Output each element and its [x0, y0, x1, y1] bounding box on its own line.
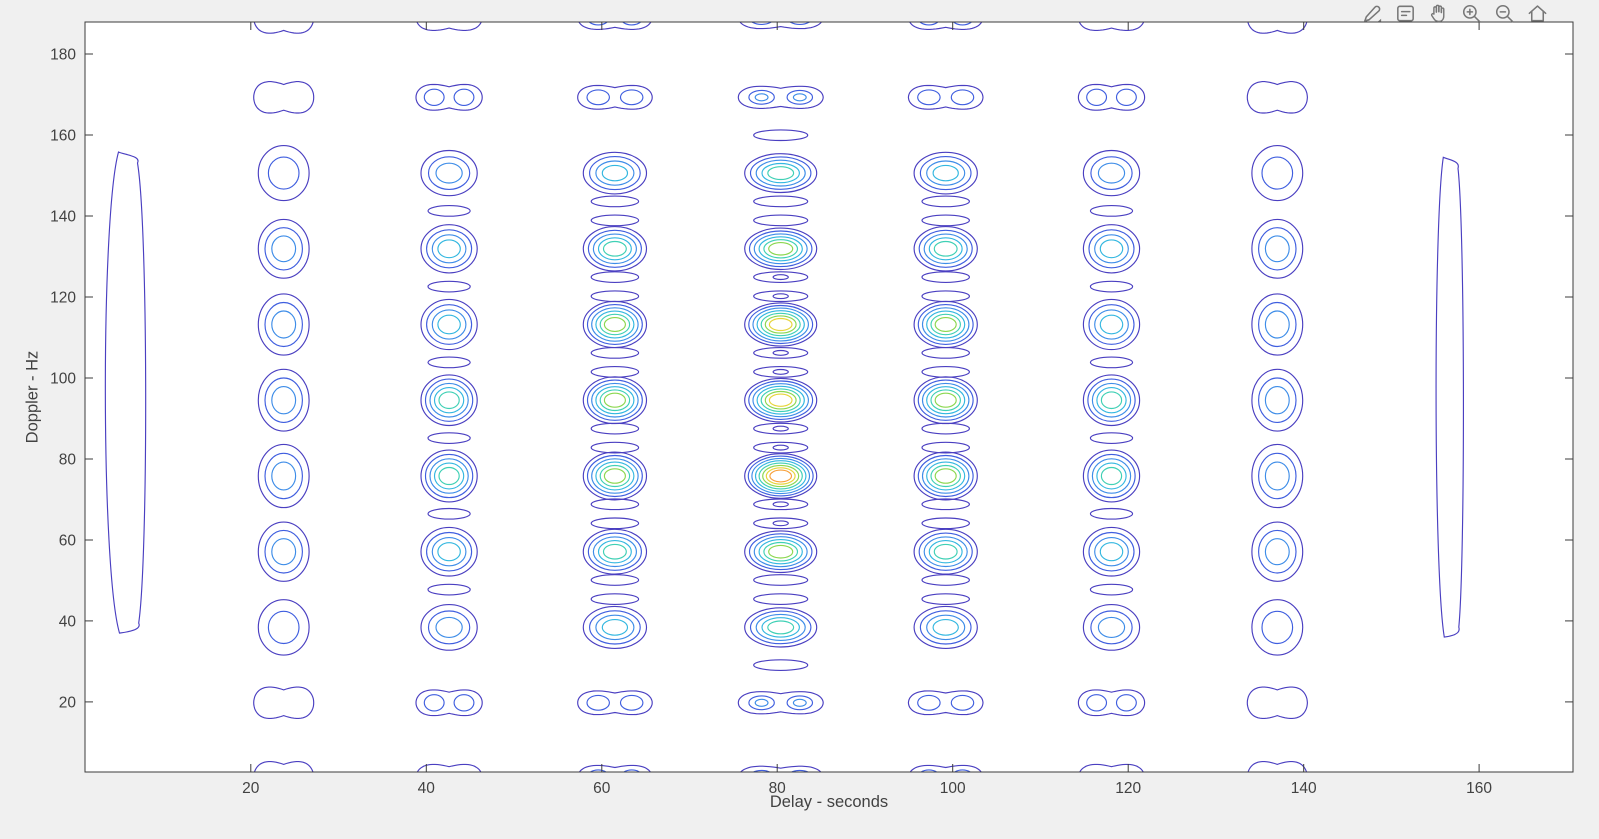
x-tick-label: 160	[1466, 780, 1492, 797]
plot-background	[85, 22, 1573, 772]
datatips-icon[interactable]	[1393, 1, 1417, 25]
zoom-out-icon[interactable]	[1492, 1, 1516, 25]
zoom-in-icon[interactable]	[1459, 1, 1483, 25]
y-tick-label: 40	[59, 613, 77, 630]
axes-toolbar	[1360, 1, 1549, 25]
restore-view-icon[interactable]	[1525, 1, 1549, 25]
tick-labels: 20 40 60 80 100 120 140 160 20 40 60 80 100 120 140 160…	[50, 47, 1492, 798]
x-tick-label: 40	[418, 780, 436, 797]
y-axis-label: Doppler - Hz	[23, 350, 42, 444]
x-tick-label: 140	[1291, 780, 1317, 797]
y-tick-label: 20	[59, 694, 77, 711]
y-tick-label: 160	[50, 128, 76, 145]
x-tick-label: 20	[242, 780, 260, 797]
axis-ticks	[85, 22, 1573, 772]
x-tick-label: 100	[940, 780, 966, 797]
pan-icon[interactable]	[1426, 1, 1450, 25]
y-tick-label: 60	[59, 533, 77, 550]
x-tick-label: 60	[593, 780, 611, 797]
x-axis-label: Delay - seconds	[769, 793, 889, 811]
x-tick-label: 120	[1115, 780, 1141, 797]
y-tick-label: 80	[59, 452, 77, 469]
y-tick-label: 120	[50, 290, 76, 307]
brush-icon[interactable]	[1360, 1, 1384, 25]
x-tick-label: 80	[769, 780, 787, 797]
contour-lines-group	[104, 22, 1464, 772]
axes-box	[84, 21, 1574, 773]
y-tick-label: 100	[50, 371, 76, 388]
y-tick-label: 180	[50, 47, 76, 64]
y-tick-label: 140	[50, 209, 76, 226]
